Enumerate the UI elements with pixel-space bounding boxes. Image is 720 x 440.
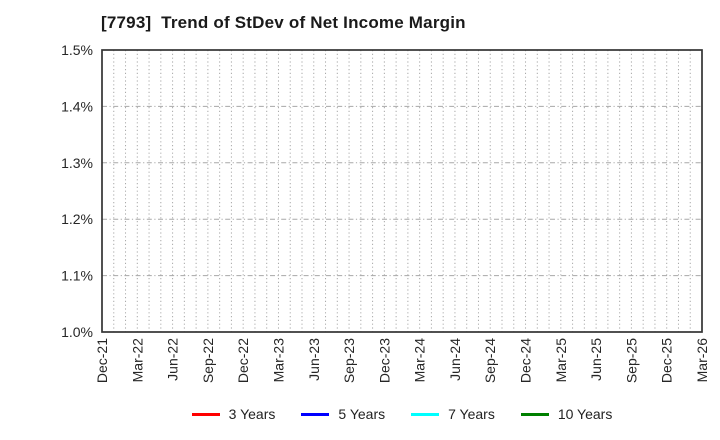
x-tick-label: Dec-22 xyxy=(235,338,251,383)
x-tick-label: Dec-23 xyxy=(376,338,392,383)
x-tick-label: Sep-23 xyxy=(341,338,357,383)
axes-spines xyxy=(101,49,703,333)
y-tick-label: 1.5% xyxy=(61,42,93,58)
legend-item-3-years: 3 Years xyxy=(191,406,276,422)
x-tick-label: Dec-21 xyxy=(94,338,110,383)
legend-label: 7 Years xyxy=(448,406,495,422)
x-tick-label: Mar-23 xyxy=(270,338,286,383)
x-tick-label: Mar-24 xyxy=(412,338,428,383)
legend-label: 10 Years xyxy=(557,406,613,422)
x-tick-label: Dec-25 xyxy=(659,338,675,383)
y-tick-label: 1.0% xyxy=(61,324,93,340)
legend-line-swatch xyxy=(520,412,549,416)
chart-legend: 3 Years 5 Years 7 Years 10 Years xyxy=(102,406,702,422)
y-tick-label: 1.2% xyxy=(61,211,93,227)
x-tick-label: Mar-26 xyxy=(694,338,710,383)
legend-item-7-years: 7 Years xyxy=(411,406,495,422)
x-tick-label: Jun-23 xyxy=(306,338,322,381)
y-tick-label: 1.3% xyxy=(61,155,93,171)
x-tick-label: Sep-22 xyxy=(200,338,216,383)
x-tick-label: Jun-25 xyxy=(588,338,604,381)
legend-item-5-years: 5 Years xyxy=(301,406,385,422)
x-tick-label: Mar-25 xyxy=(553,338,569,383)
y-tick-label: 1.1% xyxy=(61,268,93,284)
x-tick-label: Jun-24 xyxy=(447,338,463,381)
legend-line-swatch xyxy=(411,412,440,416)
chart-title: [7793] Trend of StDev of Net Income Marg… xyxy=(101,13,466,32)
x-tick-label: Sep-24 xyxy=(482,338,498,383)
x-tick-label: Mar-22 xyxy=(129,338,145,383)
y-tick-label: 1.4% xyxy=(61,98,93,114)
x-tick-label: Dec-24 xyxy=(518,338,534,383)
legend-line-swatch xyxy=(301,412,330,416)
x-tick-label: Jun-22 xyxy=(165,338,181,381)
legend-line-swatch xyxy=(191,412,220,416)
legend-item-10-years: 10 Years xyxy=(520,406,613,422)
legend-label: 5 Years xyxy=(338,406,386,422)
legend-label: 3 Years xyxy=(228,406,276,422)
x-tick-label: Sep-25 xyxy=(623,338,639,383)
